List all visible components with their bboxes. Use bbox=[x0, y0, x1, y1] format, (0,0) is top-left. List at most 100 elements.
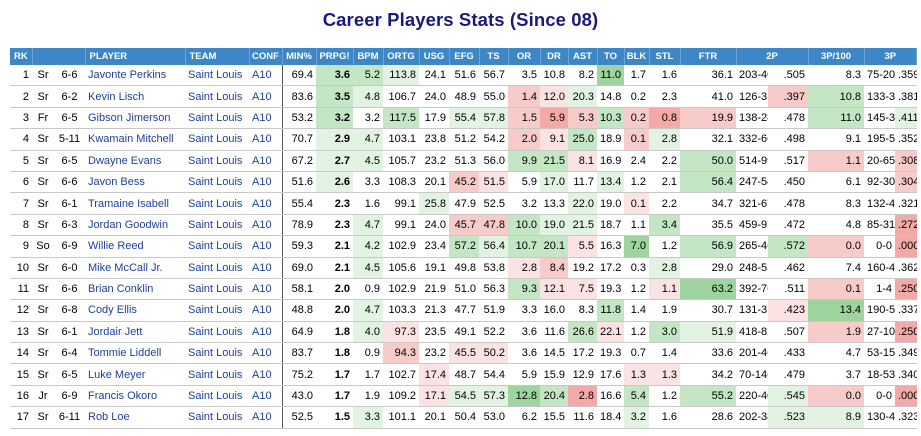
conf-link[interactable]: A10 bbox=[249, 171, 283, 194]
conf-link[interactable]: A10 bbox=[249, 150, 283, 172]
conf-link[interactable]: A10 bbox=[249, 385, 283, 408]
team-link[interactable]: Saint Louis bbox=[185, 214, 249, 237]
col-header-blk[interactable]: BLK bbox=[624, 48, 650, 65]
player-name-link[interactable]: Kwamain Mitchell bbox=[85, 128, 185, 151]
conf-link[interactable]: A10 bbox=[249, 299, 283, 322]
player-name-link[interactable]: Brian Conklin bbox=[85, 278, 185, 301]
col-header-prpg[interactable]: PRPG! bbox=[316, 48, 354, 65]
col-header-usg[interactable]: USG bbox=[419, 48, 450, 65]
stl-cell: 1.9 bbox=[649, 299, 680, 322]
player-name-link[interactable]: Mike McCall Jr. bbox=[85, 257, 185, 279]
player-name-link[interactable]: Cody Ellis bbox=[85, 299, 185, 322]
ortg-cell: 105.6 bbox=[383, 257, 419, 279]
team-link[interactable]: Saint Louis bbox=[185, 192, 249, 215]
col-header-3p-per-100[interactable]: 3P/100 bbox=[808, 48, 865, 65]
conf-link[interactable]: A10 bbox=[249, 192, 283, 215]
player-name-link[interactable]: Javonte Perkins bbox=[85, 65, 185, 87]
table-row: 1 Sr 6-6 Javonte Perkins Saint Louis A10 69.4 3… bbox=[10, 65, 917, 87]
height-cell: 6-3 bbox=[54, 214, 85, 237]
height-cell: 6-9 bbox=[54, 235, 85, 258]
col-header-or[interactable]: OR bbox=[508, 48, 541, 65]
player-name-link[interactable]: Tommie Liddell bbox=[85, 342, 185, 365]
col-header-team[interactable]: TEAM bbox=[185, 48, 250, 65]
conf-link[interactable]: A10 bbox=[249, 107, 283, 130]
team-link[interactable]: Saint Louis bbox=[185, 150, 249, 172]
three-pt-made-att-cell: 20-65 bbox=[864, 150, 895, 172]
two-pt-made-att-cell: 459-972 bbox=[736, 214, 768, 237]
col-header-efg[interactable]: EFG bbox=[449, 48, 480, 65]
min-pct-cell: 52.5 bbox=[282, 406, 316, 429]
player-name-link[interactable]: Javon Bess bbox=[85, 171, 185, 194]
col-header-ftr[interactable]: FTR bbox=[680, 48, 737, 65]
three-pt-pct-cell: .272 bbox=[895, 214, 917, 237]
player-name-link[interactable]: Luke Meyer bbox=[85, 363, 185, 386]
team-link[interactable]: Saint Louis bbox=[185, 235, 249, 258]
prpg-cell: 2.0 bbox=[316, 278, 353, 301]
efg-cell: 45.7 bbox=[449, 214, 479, 237]
stats-table: RK PLAYER TEAM CONF MIN% PRPG! BPM ORTG … bbox=[10, 48, 917, 429]
table-row: 12 Sr 6-8 Cody Ellis Saint Louis A10 48.8 2.0 4.… bbox=[10, 299, 917, 322]
player-name-link[interactable]: Kevin Lisch bbox=[85, 85, 185, 108]
bpm-cell: 4.5 bbox=[353, 150, 383, 172]
usg-cell: 20.1 bbox=[419, 406, 449, 429]
player-name-link[interactable]: Francis Okoro bbox=[85, 385, 185, 408]
conf-link[interactable]: A10 bbox=[249, 128, 283, 151]
ast-cell: 20.3 bbox=[568, 85, 597, 108]
player-name-link[interactable]: Jordair Jett bbox=[85, 321, 185, 344]
player-name-link[interactable]: Willie Reed bbox=[85, 235, 185, 258]
to-cell: 18.7 bbox=[597, 214, 624, 237]
team-link[interactable]: Saint Louis bbox=[185, 299, 249, 322]
stl-cell: 2.3 bbox=[649, 85, 680, 108]
col-header-conf[interactable]: CONF bbox=[249, 48, 283, 65]
ftr-cell: 50.0 bbox=[680, 150, 736, 172]
player-name-link[interactable]: Rob Loe bbox=[85, 406, 185, 429]
team-link[interactable]: Saint Louis bbox=[185, 321, 249, 344]
team-link[interactable]: Saint Louis bbox=[185, 278, 249, 301]
col-header-rk[interactable]: RK bbox=[10, 48, 33, 65]
conf-link[interactable]: A10 bbox=[249, 363, 283, 386]
team-link[interactable]: Saint Louis bbox=[185, 107, 249, 130]
col-header-bpm[interactable]: BPM bbox=[353, 48, 384, 65]
col-header-to[interactable]: TO bbox=[597, 48, 625, 65]
conf-link[interactable]: A10 bbox=[249, 65, 283, 87]
player-name-link[interactable]: Tramaine Isabell bbox=[85, 192, 185, 215]
player-name-link[interactable]: Gibson Jimerson bbox=[85, 107, 185, 130]
col-header-ts[interactable]: TS bbox=[479, 48, 509, 65]
two-pt-made-att-cell: 138-289 bbox=[736, 107, 768, 130]
conf-link[interactable]: A10 bbox=[249, 214, 283, 237]
team-link[interactable]: Saint Louis bbox=[185, 363, 249, 386]
col-header-2p[interactable]: 2P bbox=[736, 48, 809, 65]
blk-cell: 1.3 bbox=[624, 363, 649, 386]
conf-link[interactable]: A10 bbox=[249, 321, 283, 344]
team-link[interactable]: Saint Louis bbox=[185, 128, 249, 151]
col-header-min[interactable]: MIN% bbox=[282, 48, 317, 65]
conf-link[interactable]: A10 bbox=[249, 257, 283, 279]
conf-link[interactable]: A10 bbox=[249, 85, 283, 108]
three-pt-made-att-cell: 53-152 bbox=[864, 342, 895, 365]
to-cell: 19.0 bbox=[597, 192, 624, 215]
conf-link[interactable]: A10 bbox=[249, 406, 283, 429]
conf-link[interactable]: A10 bbox=[249, 342, 283, 365]
col-header-ast[interactable]: AST bbox=[568, 48, 598, 65]
col-header-stl[interactable]: STL bbox=[649, 48, 681, 65]
team-link[interactable]: Saint Louis bbox=[185, 171, 249, 194]
ast-cell: 8.1 bbox=[568, 150, 597, 172]
team-link[interactable]: Saint Louis bbox=[185, 257, 249, 279]
player-name-link[interactable]: Dwayne Evans bbox=[85, 150, 185, 172]
team-link[interactable]: Saint Louis bbox=[185, 342, 249, 365]
ortg-cell: 103.3 bbox=[383, 299, 419, 322]
team-link[interactable]: Saint Louis bbox=[185, 65, 249, 87]
efg-cell: 55.4 bbox=[449, 107, 479, 130]
team-link[interactable]: Saint Louis bbox=[185, 385, 249, 408]
team-link[interactable]: Saint Louis bbox=[185, 85, 249, 108]
conf-link[interactable]: A10 bbox=[249, 235, 283, 258]
player-name-link[interactable]: Jordan Goodwin bbox=[85, 214, 185, 237]
rank-cell: 13 bbox=[10, 321, 32, 344]
col-header-dr[interactable]: DR bbox=[540, 48, 569, 65]
conf-link[interactable]: A10 bbox=[249, 278, 283, 301]
col-header-ortg[interactable]: ORTG bbox=[383, 48, 420, 65]
col-header-player[interactable]: PLAYER bbox=[85, 48, 186, 65]
two-pt-made-att-cell: 203-402 bbox=[736, 65, 768, 87]
team-link[interactable]: Saint Louis bbox=[185, 406, 249, 429]
col-header-3p[interactable]: 3P bbox=[864, 48, 917, 65]
